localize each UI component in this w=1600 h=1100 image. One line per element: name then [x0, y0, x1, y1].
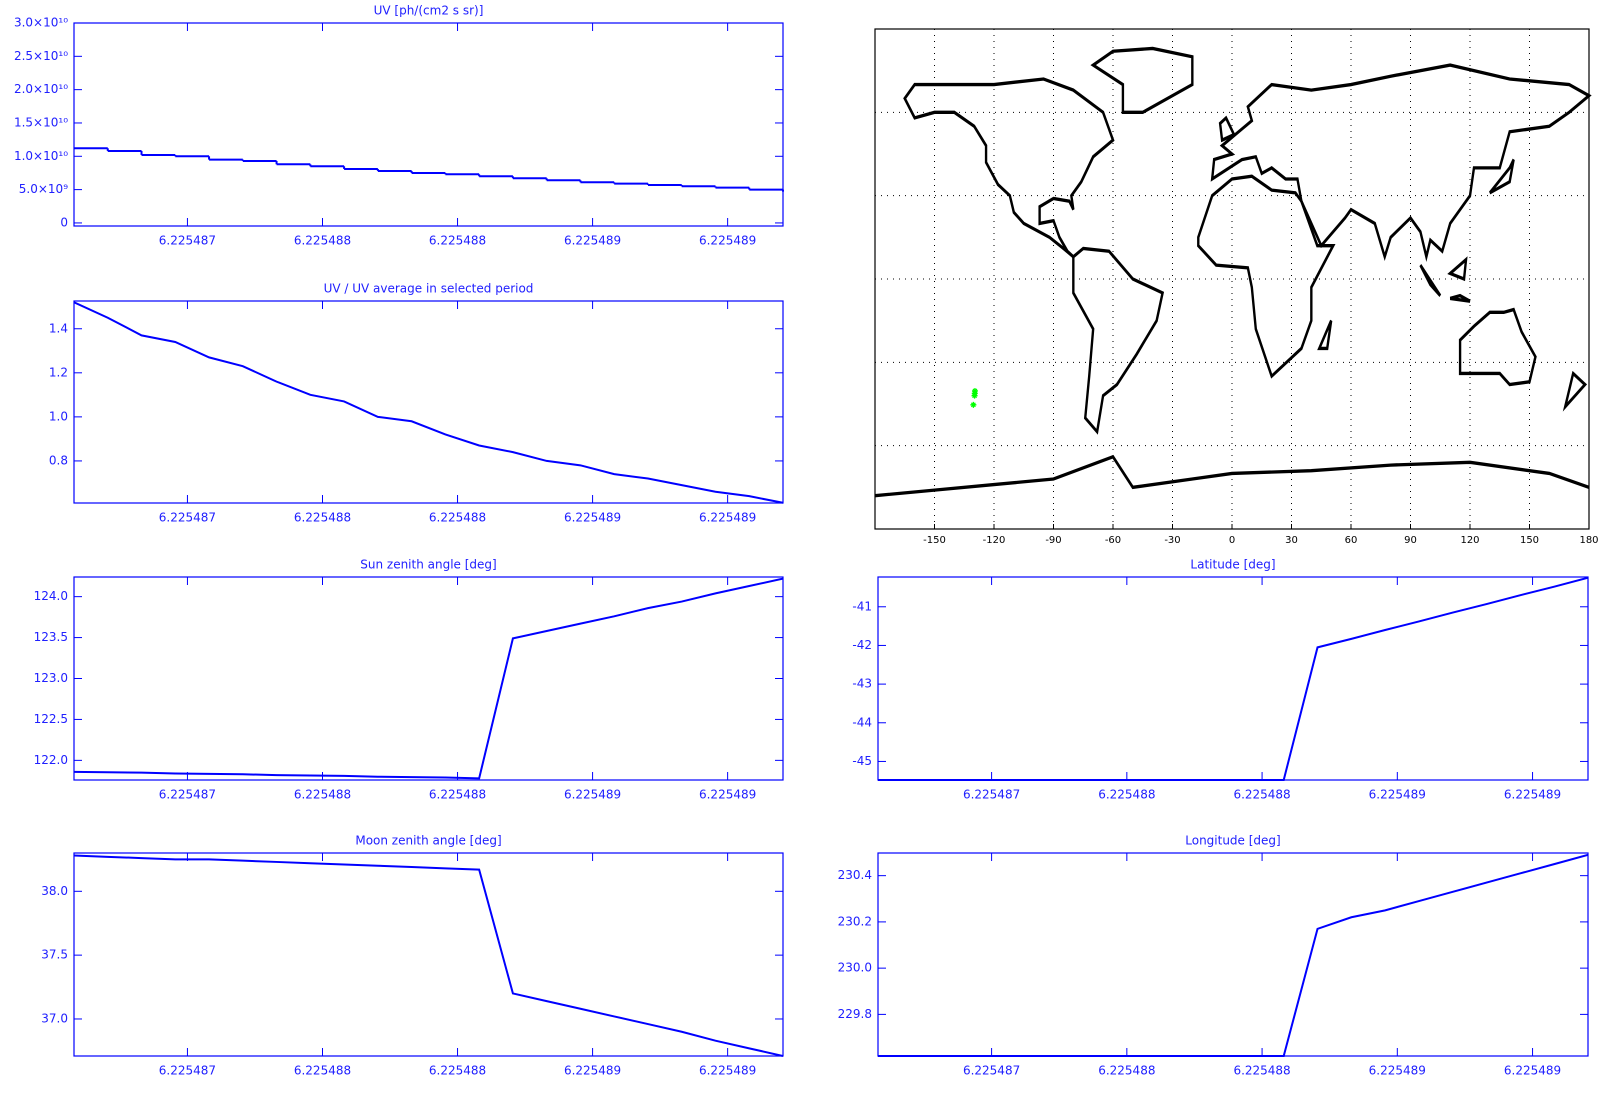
x-tick-label: 6.225488 — [1233, 1064, 1290, 1078]
line — [74, 854, 783, 1057]
x-tick-label: 6.225489 — [699, 234, 756, 248]
x-tick-label: -60 — [1105, 535, 1121, 546]
x-tick-label: 6.225489 — [1369, 1064, 1426, 1078]
x-tick-label: 6.225488 — [429, 511, 486, 525]
y-tick-label: 1.0×10¹⁰ — [14, 149, 68, 163]
track-point — [970, 401, 977, 408]
y-tick-label: -44 — [852, 715, 872, 729]
y-tick-label: -43 — [852, 677, 872, 691]
x-tick-label: 6.225489 — [1369, 788, 1426, 802]
x-tick-label: -120 — [983, 535, 1006, 546]
chart-title: Longitude [deg] — [1185, 834, 1280, 848]
x-tick-label: 6.225487 — [159, 234, 216, 248]
y-tick-label: 230.4 — [838, 868, 872, 882]
x-tick-label: 120 — [1460, 535, 1479, 546]
chart-panel: Moon zenith angle [deg] 6.225487 6.225488 6… — [41, 834, 784, 1078]
x-tick-label: 6.225489 — [699, 1064, 756, 1078]
y-tick-label: 37.5 — [41, 948, 68, 962]
chart-panel: UV / UV average in selected period 6.2254… — [49, 282, 784, 525]
y-tick-label: 230.0 — [838, 961, 872, 975]
x-tick-label: 6.225489 — [1504, 1064, 1561, 1078]
chart-title: UV [ph/(cm2 s sr)] — [374, 4, 484, 18]
y-tick-label: 5.0×10⁹ — [19, 182, 68, 196]
y-tick-label: 2.0×10¹⁰ — [14, 82, 68, 96]
plot-frame — [73, 576, 784, 781]
y-tick-label: 1.5×10¹⁰ — [14, 115, 68, 129]
y-tick-label: 3.0×10¹⁰ — [14, 16, 68, 30]
line — [74, 301, 783, 504]
line — [878, 853, 1588, 1057]
x-tick-label: 6.225488 — [294, 1064, 351, 1078]
x-tick-label: 150 — [1520, 535, 1539, 546]
x-tick-label: 6.225488 — [429, 234, 486, 248]
y-tick-label: 1.4 — [49, 321, 68, 335]
y-tick-label: 123.5 — [34, 630, 68, 644]
x-tick-label: 6.225489 — [564, 511, 621, 525]
x-tick-label: 6.225489 — [564, 234, 621, 248]
x-tick-label: 6.225488 — [1098, 788, 1155, 802]
y-tick-label: 123.0 — [34, 671, 68, 685]
chart-title: Latitude [deg] — [1190, 558, 1275, 572]
y-tick-label: 0.8 — [49, 453, 68, 467]
y-tick-label: 0 — [60, 215, 68, 229]
x-tick-label: -150 — [923, 535, 946, 546]
y-tick-label: -41 — [852, 599, 872, 613]
x-tick-label: -90 — [1045, 535, 1061, 546]
chart-title: UV / UV average in selected period — [324, 282, 534, 296]
y-tick-label: 124.0 — [34, 589, 68, 603]
x-tick-label: 6.225487 — [963, 1064, 1020, 1078]
y-tick-label: 37.0 — [41, 1011, 68, 1025]
y-tick-label: 1.2 — [49, 365, 68, 379]
line — [878, 576, 1588, 781]
x-tick-label: 6.225489 — [699, 511, 756, 525]
plot-frame — [73, 852, 784, 1057]
plot-frame — [877, 576, 1589, 781]
chart-panel: Latitude [deg] 6.225487 6.225488 6.225488 6.… — [852, 558, 1589, 802]
x-tick-label: 0 — [1229, 535, 1235, 546]
x-tick-label: 30 — [1285, 535, 1298, 546]
x-tick-label: 6.225487 — [159, 788, 216, 802]
x-tick-label: 60 — [1345, 535, 1358, 546]
x-tick-label: 6.225489 — [564, 788, 621, 802]
track-point — [971, 387, 978, 394]
x-tick-label: 6.225488 — [294, 234, 351, 248]
x-tick-label: 6.225489 — [564, 1064, 621, 1078]
plot-frame — [73, 300, 784, 504]
x-tick-label: 6.225487 — [159, 511, 216, 525]
chart-panel: Longitude [deg] 6.225487 6.225488 6.225488 6… — [838, 834, 1589, 1078]
x-tick-label: 90 — [1404, 535, 1417, 546]
y-tick-label: -42 — [852, 638, 872, 652]
y-tick-label: 2.5×10¹⁰ — [14, 49, 68, 63]
x-tick-label: 180 — [1579, 535, 1598, 546]
x-tick-label: 6.225488 — [294, 511, 351, 525]
y-tick-label: 122.0 — [34, 753, 68, 767]
chart-title: Moon zenith angle [deg] — [355, 834, 501, 848]
map-panel: -150 -120 -90 -60 -30 0 30 60 90 120 150 180 — [874, 28, 1599, 546]
coastlines — [874, 46, 1592, 498]
y-tick-label: 122.5 — [34, 712, 68, 726]
chart-panel: UV [ph/(cm2 s sr)] 6.225487 6.225488 6.2254… — [14, 4, 784, 248]
x-tick-label: 6.225487 — [159, 1064, 216, 1078]
x-tick-label: 6.225489 — [1504, 788, 1561, 802]
x-tick-label: -30 — [1164, 535, 1180, 546]
y-tick-label: -45 — [852, 754, 872, 768]
y-tick-label: 230.2 — [838, 914, 872, 928]
x-tick-label: 6.225488 — [294, 788, 351, 802]
x-tick-label: 6.225488 — [1098, 1064, 1155, 1078]
chart-panel: Sun zenith angle [deg] 6.225487 6.225488 6.… — [34, 558, 784, 802]
x-tick-label: 6.225488 — [429, 788, 486, 802]
x-tick-label: 6.225488 — [429, 1064, 486, 1078]
chart-title: Sun zenith angle [deg] — [360, 558, 496, 572]
line — [74, 577, 783, 780]
y-tick-label: 1.0 — [49, 409, 68, 423]
y-tick-label: 229.8 — [838, 1007, 872, 1021]
x-tick-label: 6.225487 — [963, 788, 1020, 802]
plot-frame — [73, 22, 784, 227]
y-tick-label: 38.0 — [41, 884, 68, 898]
x-tick-label: 6.225489 — [699, 788, 756, 802]
x-tick-label: 6.225488 — [1233, 788, 1290, 802]
